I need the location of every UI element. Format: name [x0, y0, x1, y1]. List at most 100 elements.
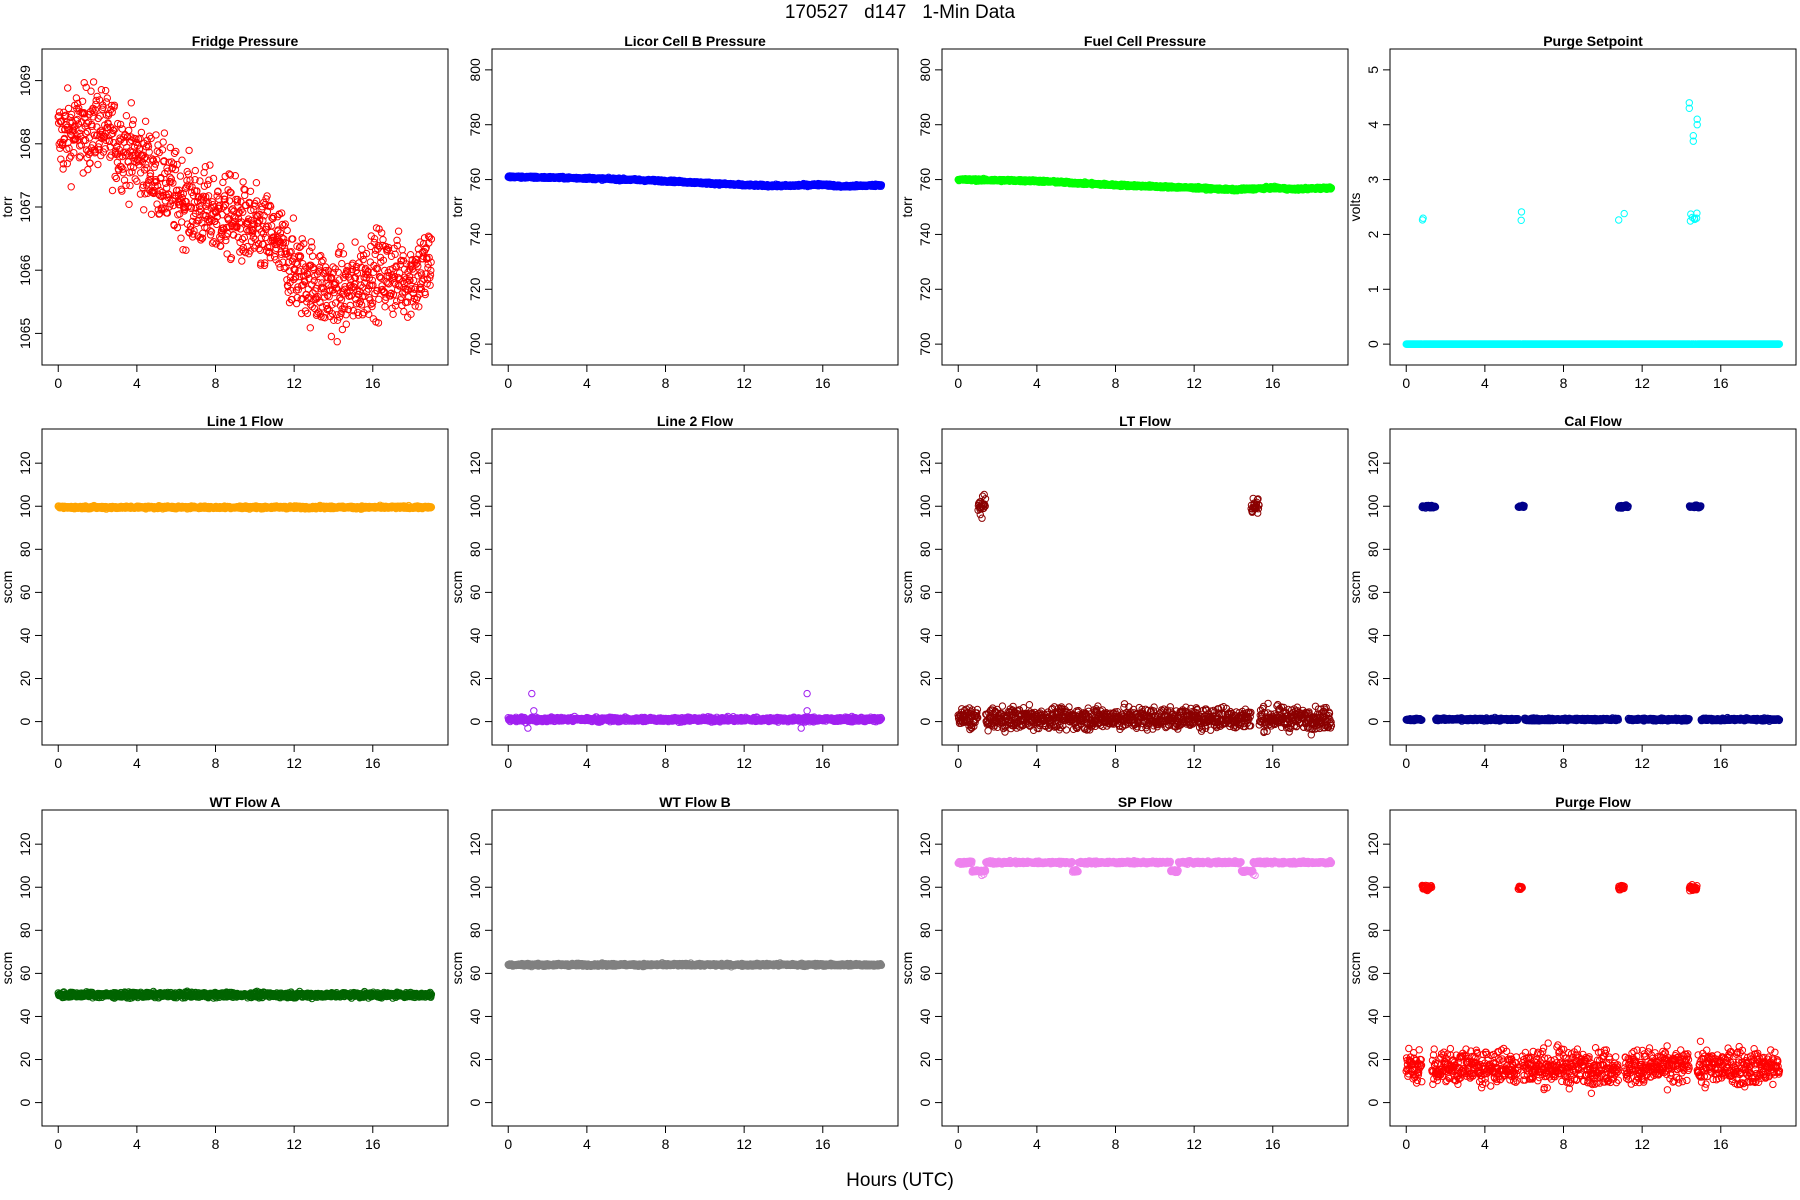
data-point	[170, 149, 179, 158]
data-point	[239, 208, 247, 216]
x-tick-label: 8	[212, 755, 220, 771]
data-point	[116, 120, 125, 129]
x-tick-label: 4	[133, 755, 141, 771]
data-point	[247, 206, 255, 215]
data-point	[177, 234, 185, 242]
x-tick-label: 16	[1713, 375, 1729, 391]
data-point	[182, 246, 190, 254]
data-point	[176, 172, 185, 180]
x-tick-label: 16	[365, 755, 381, 771]
data-point	[160, 157, 168, 165]
x-tick-label: 12	[286, 375, 302, 391]
data-point	[207, 228, 216, 236]
data-point	[227, 189, 235, 197]
data-point	[147, 210, 156, 219]
data-point	[94, 143, 103, 151]
data-point	[238, 257, 246, 265]
data-point	[186, 222, 195, 231]
data-point	[233, 198, 241, 206]
data-point	[164, 167, 172, 175]
data-point	[213, 212, 222, 221]
data-point	[102, 98, 111, 106]
data-point	[95, 96, 104, 104]
y-tick-label: 120	[17, 451, 33, 475]
data-point	[140, 166, 149, 174]
data-point	[145, 148, 153, 156]
data-point	[67, 110, 76, 119]
data-point	[235, 208, 243, 216]
data-point	[91, 106, 100, 114]
x-tick-label: 8	[1112, 375, 1120, 391]
data-point	[342, 320, 350, 328]
y-axis-label: sccm	[0, 571, 15, 604]
data-point	[103, 94, 112, 102]
data-point	[187, 226, 195, 234]
data-point	[203, 180, 212, 189]
data-point	[351, 238, 359, 246]
data-point	[119, 165, 127, 173]
data-point	[216, 201, 224, 210]
y-tick-label: 4	[1365, 121, 1381, 129]
data-points	[1402, 99, 1784, 348]
data-point	[216, 242, 225, 251]
data-point	[153, 156, 161, 164]
data-points	[54, 501, 436, 513]
data-point	[247, 237, 256, 245]
data-point	[131, 175, 139, 183]
data-point	[128, 120, 137, 129]
data-point	[142, 181, 151, 189]
data-point	[166, 143, 175, 152]
data-point	[190, 227, 198, 235]
data-point	[141, 153, 150, 162]
data-point	[239, 243, 248, 252]
y-tick-label: 5	[1365, 66, 1381, 74]
data-point	[158, 146, 167, 154]
data-point	[241, 191, 249, 200]
data-point	[136, 190, 145, 198]
x-tick-label: 4	[583, 375, 591, 391]
data-point	[99, 103, 107, 112]
data-point	[1615, 216, 1623, 224]
data-point	[74, 99, 82, 108]
data-point	[149, 156, 158, 164]
x-tick-label: 0	[1402, 375, 1410, 391]
data-point	[88, 122, 96, 131]
data-point	[204, 192, 213, 200]
x-tick-label: 8	[1560, 375, 1568, 391]
data-point	[112, 174, 121, 183]
data-point	[1620, 209, 1628, 218]
data-point	[219, 178, 227, 187]
data-point	[124, 157, 133, 166]
data-point	[150, 189, 158, 198]
y-axis-label: volts	[1347, 193, 1363, 222]
data-point	[150, 186, 158, 195]
data-point	[186, 176, 194, 184]
data-point	[103, 123, 112, 132]
data-point	[381, 303, 389, 311]
data-point	[236, 248, 244, 256]
data-point	[221, 172, 229, 181]
data-point	[125, 126, 133, 135]
data-point	[165, 158, 173, 167]
data-point	[203, 206, 212, 215]
y-tick-label: 20	[17, 671, 33, 687]
data-point	[109, 126, 118, 135]
y-axis-label: torr	[0, 196, 15, 217]
data-point	[81, 136, 90, 145]
data-point	[161, 205, 169, 213]
panel-title: Line 1 Flow	[207, 413, 283, 429]
y-tick-label: 2	[1365, 230, 1381, 238]
data-point	[222, 236, 230, 245]
y-tick-label: 80	[17, 541, 33, 557]
x-tick-label: 12	[1634, 375, 1650, 391]
data-point	[80, 79, 88, 87]
data-point	[198, 234, 207, 243]
data-point	[76, 129, 84, 138]
data-point	[122, 112, 131, 120]
data-point	[240, 233, 249, 242]
data-point	[114, 119, 122, 128]
data-point	[308, 252, 317, 260]
data-point	[230, 207, 238, 216]
x-tick-label: 16	[1265, 375, 1281, 391]
x-tick-label: 0	[954, 375, 962, 391]
